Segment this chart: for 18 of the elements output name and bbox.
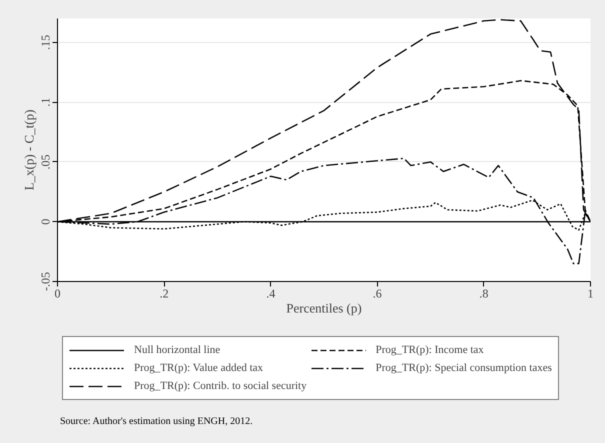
y-tick-label: .05: [38, 154, 52, 170]
x-tick-label: .2: [160, 286, 169, 300]
legend-label: Prog_TR(p): Income tax: [376, 343, 485, 357]
x-tick-label: .6: [372, 286, 382, 300]
y-tick-label: -.05: [38, 272, 52, 291]
legend-label: Prog_TR(p): Special consumption taxes: [376, 361, 552, 375]
y-tick-label: .15: [38, 34, 52, 50]
x-tick-label: 1: [588, 286, 594, 300]
y-axis-title: L_x(p) - C_t(p): [22, 110, 36, 190]
y-tick-label: .1: [38, 98, 52, 107]
source-note: Source: Author's estimation using ENGH, 2012.: [60, 415, 253, 429]
x-axis-title: Percentiles (p): [286, 300, 362, 316]
legend-label: Null horizontal line: [134, 343, 222, 357]
legend-label: Prog_TR(p): Contrib. to social security: [134, 379, 307, 393]
x-tick-label: .8: [479, 286, 488, 300]
legend-label: Prog_TR(p): Value added tax: [134, 361, 264, 375]
y-tick-label: 0: [38, 218, 52, 225]
x-tick-label: .4: [266, 286, 276, 300]
